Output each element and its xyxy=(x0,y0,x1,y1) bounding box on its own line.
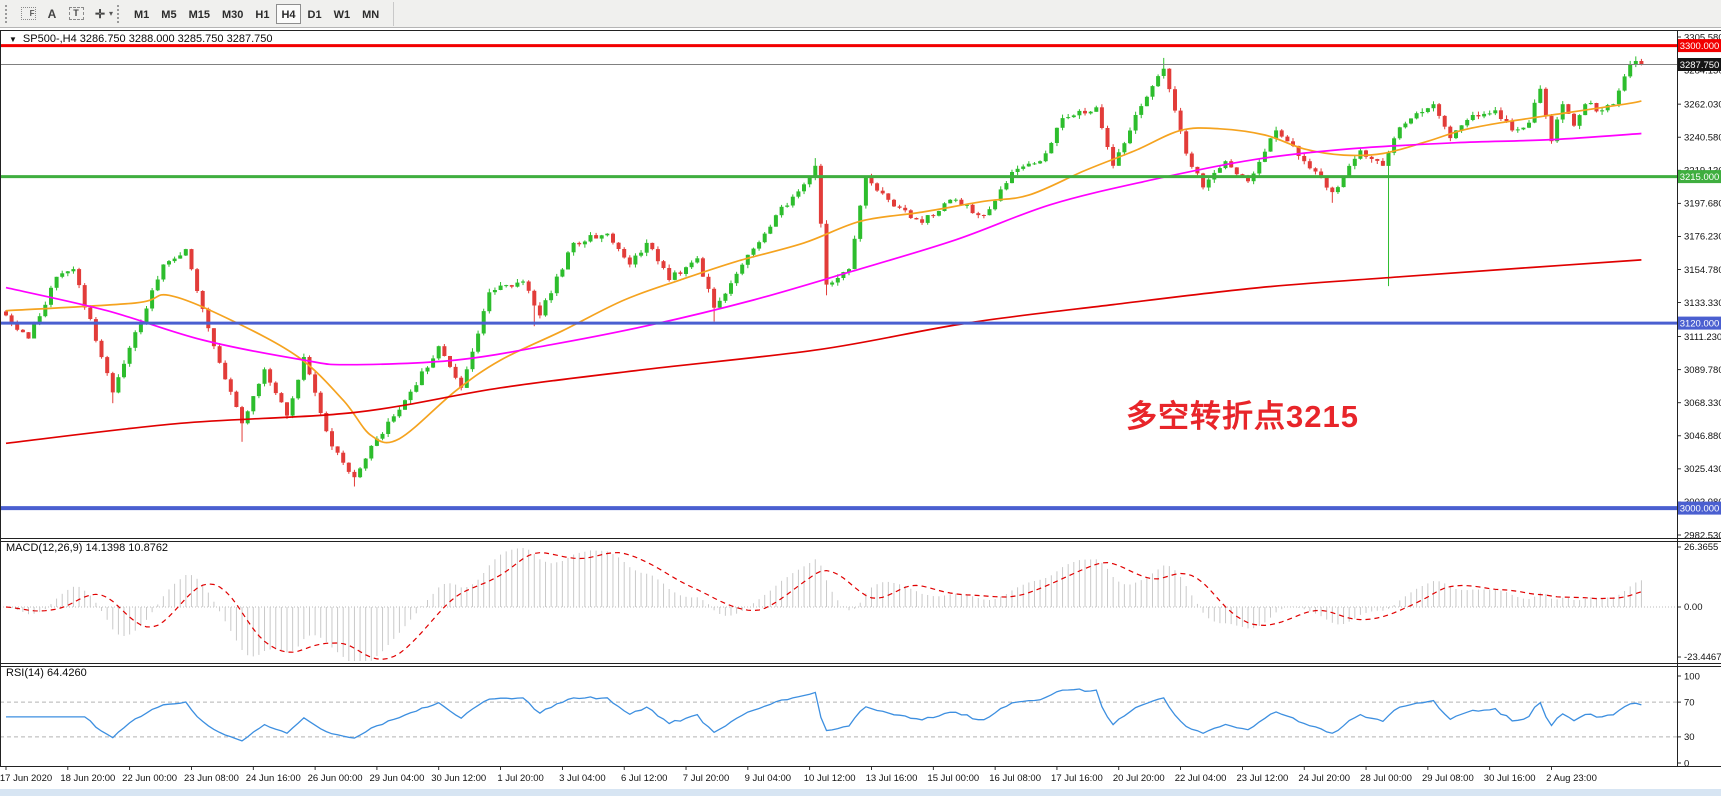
chart-annotation[interactable]: 多空转折点3215 xyxy=(1126,399,1359,434)
hlines xyxy=(0,44,1677,511)
ma-fast-orange xyxy=(5,100,1642,444)
rsi-line xyxy=(6,688,1642,742)
cursor-arrows-icon[interactable]: ✛ xyxy=(94,6,106,21)
svg-text:3000.000: 3000.000 xyxy=(1680,504,1720,515)
macd-signal-line xyxy=(5,551,1642,660)
svg-text:3176.230: 3176.230 xyxy=(1684,232,1721,243)
svg-text:22 Jul 04:00: 22 Jul 04:00 xyxy=(1175,773,1227,784)
timeframe-h4-button[interactable]: H4 xyxy=(276,3,301,24)
svg-text:1 Jul 20:00: 1 Jul 20:00 xyxy=(497,773,543,784)
svg-text:16 Jul 08:00: 16 Jul 08:00 xyxy=(989,773,1041,784)
svg-text:29 Jun 04:00: 29 Jun 04:00 xyxy=(369,773,424,784)
svg-text:3154.780: 3154.780 xyxy=(1684,265,1721,276)
timeframe-m30-button[interactable]: M30 xyxy=(221,8,244,21)
chart-title: ▼ SP500-,H4 3286.750 3288.000 3285.750 3… xyxy=(9,33,272,45)
price-axis: 3305.5803284.1303262.0303240.5803219.130… xyxy=(1677,32,1721,541)
svg-text:3305.580: 3305.580 xyxy=(1684,32,1721,43)
svg-text:3133.330: 3133.330 xyxy=(1684,298,1721,309)
svg-text:30 Jul 16:00: 30 Jul 16:00 xyxy=(1484,773,1536,784)
svg-text:17 Jul 16:00: 17 Jul 16:00 xyxy=(1051,773,1103,784)
svg-text:-23.4467: -23.4467 xyxy=(1684,652,1721,663)
svg-text:24 Jun 16:00: 24 Jun 16:00 xyxy=(246,773,301,784)
status-strip xyxy=(0,789,1721,796)
svg-text:3046.880: 3046.880 xyxy=(1684,431,1721,442)
macd-label: MACD(12,26,9) 14.1398 10.8762 xyxy=(6,542,169,554)
rsi-panel: 100 70 30 0 xyxy=(0,671,1700,769)
svg-text:2982.530: 2982.530 xyxy=(1684,530,1721,541)
moving-averages xyxy=(5,100,1642,445)
svg-text:3068.330: 3068.330 xyxy=(1684,398,1721,409)
rsi-label: RSI(14) 64.4260 xyxy=(6,667,87,679)
timeframe-m5-button[interactable]: M5 xyxy=(161,8,177,21)
svg-text:22 Jun 00:00: 22 Jun 00:00 xyxy=(122,773,177,784)
time-axis: 17 Jun 2020 18 Jun 20:00 22 Jun 00:00 23 Ju… xyxy=(0,766,1597,784)
symbol-ohlc-text: SP500-,H4 3286.750 3288.000 3285.750 328… xyxy=(22,33,273,45)
svg-text:7 Jul 20:00: 7 Jul 20:00 xyxy=(683,773,729,784)
macd-panel: 26.3655 0.00 -23.4467 xyxy=(0,542,1721,663)
ma-slow-red xyxy=(5,259,1642,445)
svg-text:26 Jun 00:00: 26 Jun 00:00 xyxy=(308,773,363,784)
svg-text:18 Jun 20:00: 18 Jun 20:00 xyxy=(60,773,115,784)
timeframe-h1-button[interactable]: H1 xyxy=(255,8,270,21)
svg-text:70: 70 xyxy=(1684,697,1695,708)
toolbar: F A T ✛ ▾ M1 M5 M15 M30 H1 H4 D1 W1 MN xyxy=(0,0,1721,28)
svg-text:3 Jul 04:00: 3 Jul 04:00 xyxy=(559,773,605,784)
svg-text:100: 100 xyxy=(1684,671,1700,682)
svg-text:26.3655: 26.3655 xyxy=(1684,542,1718,553)
svg-text:3089.780: 3089.780 xyxy=(1684,365,1721,376)
svg-text:3287.750: 3287.750 xyxy=(1680,60,1720,71)
svg-text:3197.680: 3197.680 xyxy=(1684,199,1721,210)
candles-layer xyxy=(4,56,1644,487)
timeframe-m1-button[interactable]: M1 xyxy=(134,8,150,21)
svg-text:29 Jul 08:00: 29 Jul 08:00 xyxy=(1422,773,1474,784)
panel-borders xyxy=(0,30,1721,767)
svg-text:6 Jul 12:00: 6 Jul 12:00 xyxy=(621,773,667,784)
font-label-tool-icon[interactable]: A xyxy=(47,6,57,21)
ma-mid-magenta xyxy=(5,132,1642,366)
svg-text:17 Jun 2020: 17 Jun 2020 xyxy=(0,773,52,784)
svg-text:23 Jul 12:00: 23 Jul 12:00 xyxy=(1237,773,1289,784)
text-box-tool-icon[interactable]: T xyxy=(64,4,88,24)
svg-text:9 Jul 04:00: 9 Jul 04:00 xyxy=(745,773,791,784)
svg-text:0.00: 0.00 xyxy=(1684,602,1703,613)
frame-tool-icon[interactable]: F xyxy=(16,4,40,24)
timeframe-w1-button[interactable]: W1 xyxy=(333,8,351,21)
timeframe-mn-button[interactable]: MN xyxy=(362,8,380,21)
svg-text:3025.430: 3025.430 xyxy=(1684,464,1721,475)
price-badges: 3300.000 3215.000 3120.000 3000.000 3287.750 xyxy=(1678,39,1721,515)
svg-text:3262.030: 3262.030 xyxy=(1684,99,1721,110)
collapse-arrow-icon[interactable]: ▼ xyxy=(9,34,17,44)
toolbar-grip2-icon[interactable] xyxy=(117,4,123,23)
svg-text:13 Jul 16:00: 13 Jul 16:00 xyxy=(866,773,918,784)
svg-text:15 Jul 00:00: 15 Jul 00:00 xyxy=(927,773,979,784)
caret-down-icon[interactable]: ▾ xyxy=(109,9,114,18)
frame-tool-glyph: F xyxy=(20,7,36,20)
toolbar-grip-icon[interactable] xyxy=(5,4,11,23)
svg-text:3215.000: 3215.000 xyxy=(1680,172,1720,183)
svg-text:30: 30 xyxy=(1684,732,1695,743)
timeframe-d1-button[interactable]: D1 xyxy=(307,8,322,21)
svg-text:3111.230: 3111.230 xyxy=(1684,332,1721,343)
svg-text:10 Jul 12:00: 10 Jul 12:00 xyxy=(804,773,856,784)
svg-text:3300.000: 3300.000 xyxy=(1680,41,1720,52)
svg-text:3240.580: 3240.580 xyxy=(1684,133,1721,144)
svg-text:23 Jun 08:00: 23 Jun 08:00 xyxy=(184,773,239,784)
svg-text:30 Jun 12:00: 30 Jun 12:00 xyxy=(431,773,486,784)
svg-text:2 Aug 23:00: 2 Aug 23:00 xyxy=(1546,773,1597,784)
svg-text:0: 0 xyxy=(1684,758,1689,769)
svg-text:24 Jul 20:00: 24 Jul 20:00 xyxy=(1298,773,1350,784)
timeframe-m15-button[interactable]: M15 xyxy=(188,8,210,21)
svg-text:3120.000: 3120.000 xyxy=(1680,319,1720,330)
toolbar-separator xyxy=(393,1,395,26)
svg-text:28 Jul 00:00: 28 Jul 00:00 xyxy=(1360,773,1412,784)
svg-text:20 Jul 20:00: 20 Jul 20:00 xyxy=(1113,773,1165,784)
